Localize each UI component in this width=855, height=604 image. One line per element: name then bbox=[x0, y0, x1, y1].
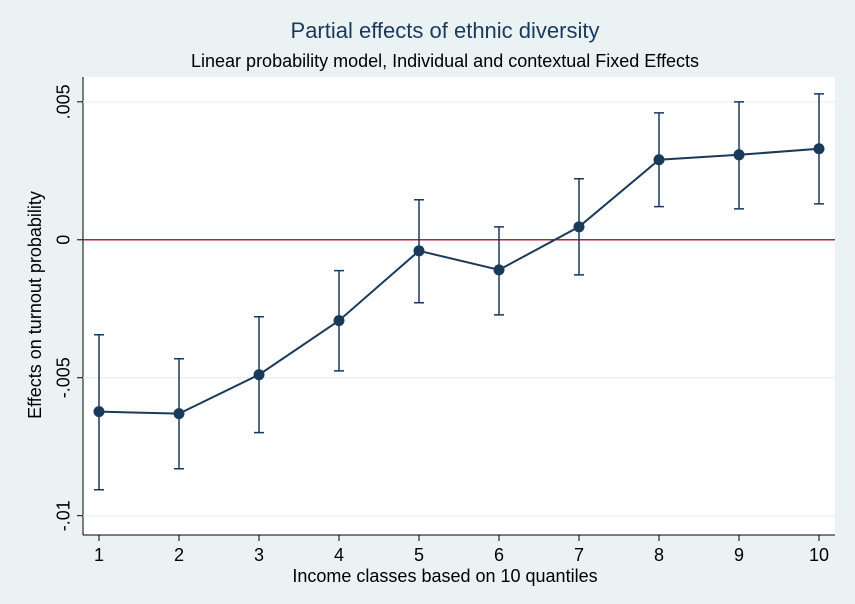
y-axis-label: Effects on turnout probability bbox=[25, 191, 45, 419]
x-tick-label: 4 bbox=[334, 545, 344, 565]
plot-area bbox=[83, 77, 835, 535]
data-line bbox=[98, 147, 820, 415]
x-axis-label: Income classes based on 10 quantiles bbox=[292, 566, 597, 586]
x-tick-label: 5 bbox=[414, 545, 424, 565]
x-tick-label: 6 bbox=[494, 545, 504, 565]
y-tick-label: -.005 bbox=[54, 357, 74, 398]
x-tick-label: 1 bbox=[94, 545, 104, 565]
chart-subtitle: Linear probability model, Individual and… bbox=[191, 51, 699, 71]
x-tick-label: 3 bbox=[254, 545, 264, 565]
data-point bbox=[573, 221, 585, 233]
data-point bbox=[253, 369, 265, 381]
chart-title: Partial effects of ethnic diversity bbox=[291, 18, 600, 43]
data-point bbox=[813, 143, 825, 155]
x-tick-label: 9 bbox=[734, 545, 744, 565]
y-tick-label: -.01 bbox=[54, 500, 74, 531]
x-tick-label: 7 bbox=[574, 545, 584, 565]
y-tick-label: 0 bbox=[54, 235, 74, 245]
data-point bbox=[653, 154, 665, 166]
y-tick-label: .005 bbox=[54, 84, 74, 119]
data-point bbox=[733, 149, 745, 161]
x-tick-label: 8 bbox=[654, 545, 664, 565]
data-point bbox=[93, 406, 105, 418]
data-point bbox=[493, 264, 505, 276]
data-point bbox=[173, 408, 185, 420]
data-point bbox=[333, 315, 345, 327]
x-tick-label: 10 bbox=[809, 545, 829, 565]
data-point bbox=[413, 245, 425, 257]
x-tick-label: 2 bbox=[174, 545, 184, 565]
